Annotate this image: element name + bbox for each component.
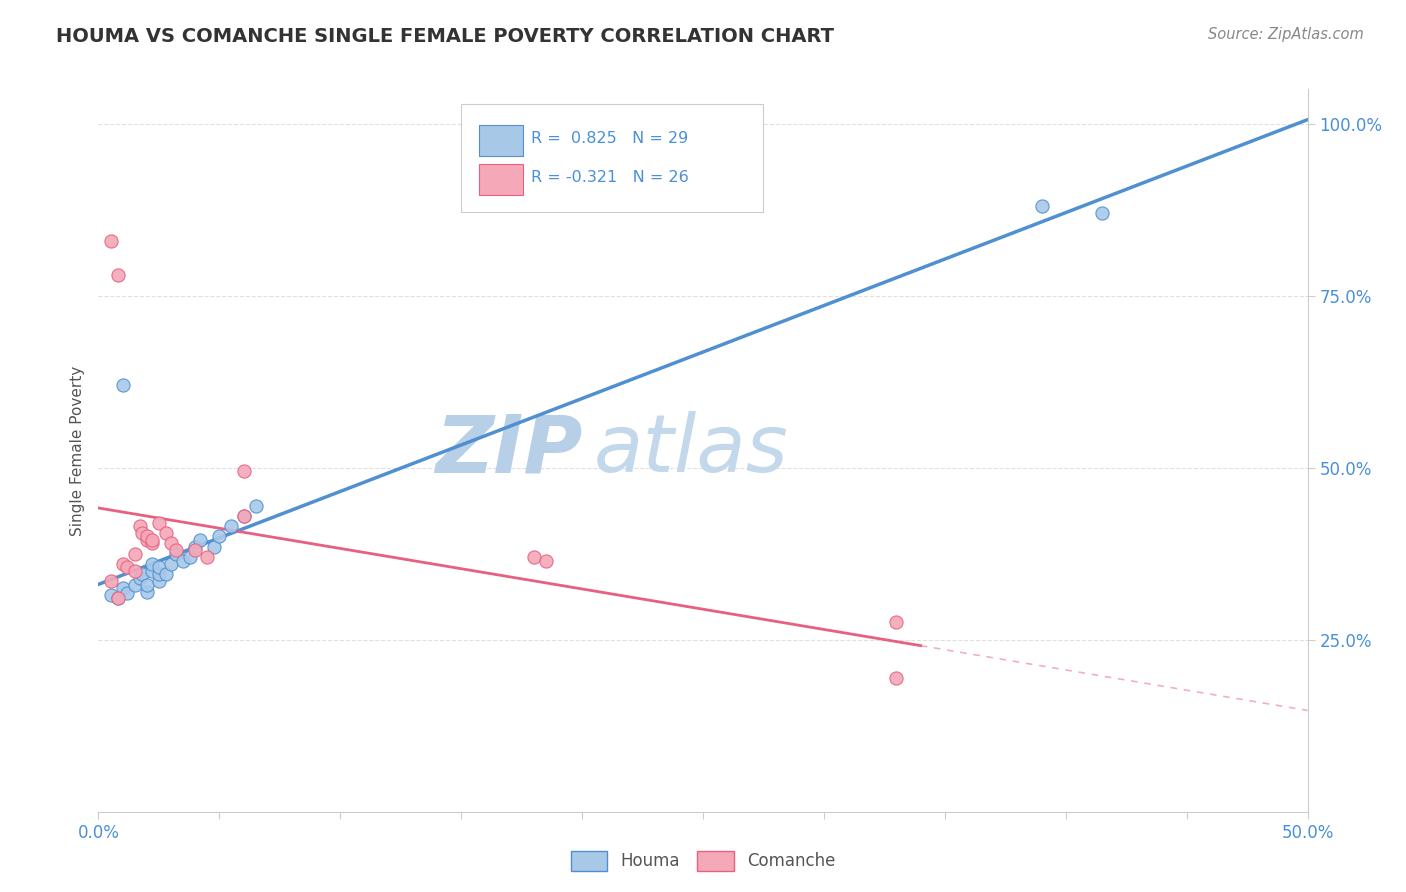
Point: [232, 508, 254, 523]
Point: [135, 533, 157, 547]
Point: [124, 547, 146, 561]
Point: [179, 550, 201, 565]
Point: [195, 550, 218, 565]
Text: HOUMA VS COMANCHE SINGLE FEMALE POVERTY CORRELATION CHART: HOUMA VS COMANCHE SINGLE FEMALE POVERTY …: [56, 27, 834, 45]
Point: [131, 567, 153, 582]
Point: [100, 588, 122, 602]
FancyBboxPatch shape: [479, 125, 523, 156]
Text: ZIP: ZIP: [434, 411, 582, 490]
Point: [100, 234, 122, 248]
Point: [1031, 199, 1053, 213]
Point: [232, 508, 254, 523]
Text: R =  0.825   N = 29: R = 0.825 N = 29: [531, 131, 689, 145]
Text: Source: ZipAtlas.com: Source: ZipAtlas.com: [1208, 27, 1364, 42]
Point: [124, 577, 146, 591]
FancyBboxPatch shape: [461, 103, 763, 212]
Point: [245, 499, 267, 513]
Point: [886, 615, 908, 630]
Point: [208, 529, 231, 543]
Point: [204, 540, 226, 554]
Text: atlas: atlas: [595, 411, 789, 490]
Point: [155, 567, 177, 582]
Point: [107, 268, 129, 282]
Point: [111, 378, 134, 392]
Point: [135, 529, 157, 543]
Point: [107, 591, 129, 606]
Point: [131, 526, 153, 541]
Point: [165, 543, 187, 558]
Point: [534, 553, 557, 567]
Y-axis label: Single Female Poverty: Single Female Poverty: [70, 366, 86, 535]
Point: [184, 540, 207, 554]
Point: [141, 533, 163, 547]
Point: [100, 574, 122, 589]
Point: [221, 519, 243, 533]
Point: [128, 571, 150, 585]
Text: R = -0.321   N = 26: R = -0.321 N = 26: [531, 169, 689, 185]
Point: [117, 560, 139, 574]
Point: [165, 547, 187, 561]
Point: [128, 519, 150, 533]
Point: [148, 574, 170, 589]
Point: [160, 557, 183, 571]
FancyBboxPatch shape: [479, 163, 523, 195]
Point: [148, 516, 170, 530]
Point: [148, 567, 170, 582]
Point: [141, 564, 163, 578]
Point: [523, 550, 546, 565]
Point: [148, 560, 170, 574]
Point: [111, 581, 134, 595]
Point: [886, 671, 908, 685]
Point: [111, 557, 134, 571]
Point: [141, 557, 163, 571]
Point: [117, 586, 139, 600]
Point: [1091, 206, 1114, 220]
Point: [141, 536, 163, 550]
Point: [107, 591, 129, 606]
Point: [135, 584, 157, 599]
Point: [160, 536, 183, 550]
Point: [188, 533, 211, 547]
Point: [232, 464, 254, 478]
Point: [155, 526, 177, 541]
Legend: Houma, Comanche: Houma, Comanche: [562, 842, 844, 880]
Point: [135, 577, 157, 591]
Point: [172, 553, 194, 567]
Point: [184, 543, 207, 558]
Point: [124, 564, 146, 578]
